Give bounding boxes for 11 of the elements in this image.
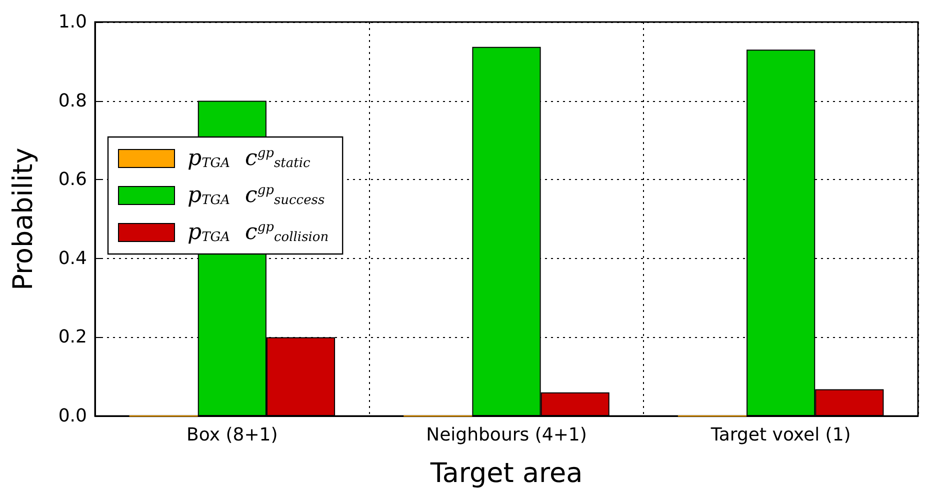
y-axis-title: Probability <box>8 148 39 290</box>
y-tick-label: 1.0 <box>58 12 87 32</box>
y-tick-label: 0.8 <box>58 90 87 112</box>
y-tick-label: 0.2 <box>58 326 87 348</box>
x-tick-label: Box (8+1) <box>186 424 278 446</box>
y-tick-label: 0.6 <box>58 169 87 190</box>
x-tick-label: Target voxel (1) <box>710 424 851 446</box>
y-tick-label: 0.0 <box>58 406 87 426</box>
x-tick-label: Neighbours (4+1) <box>426 424 587 446</box>
y-tick-label: 0.4 <box>58 248 87 269</box>
x-axis-title: Target area <box>429 458 583 489</box>
